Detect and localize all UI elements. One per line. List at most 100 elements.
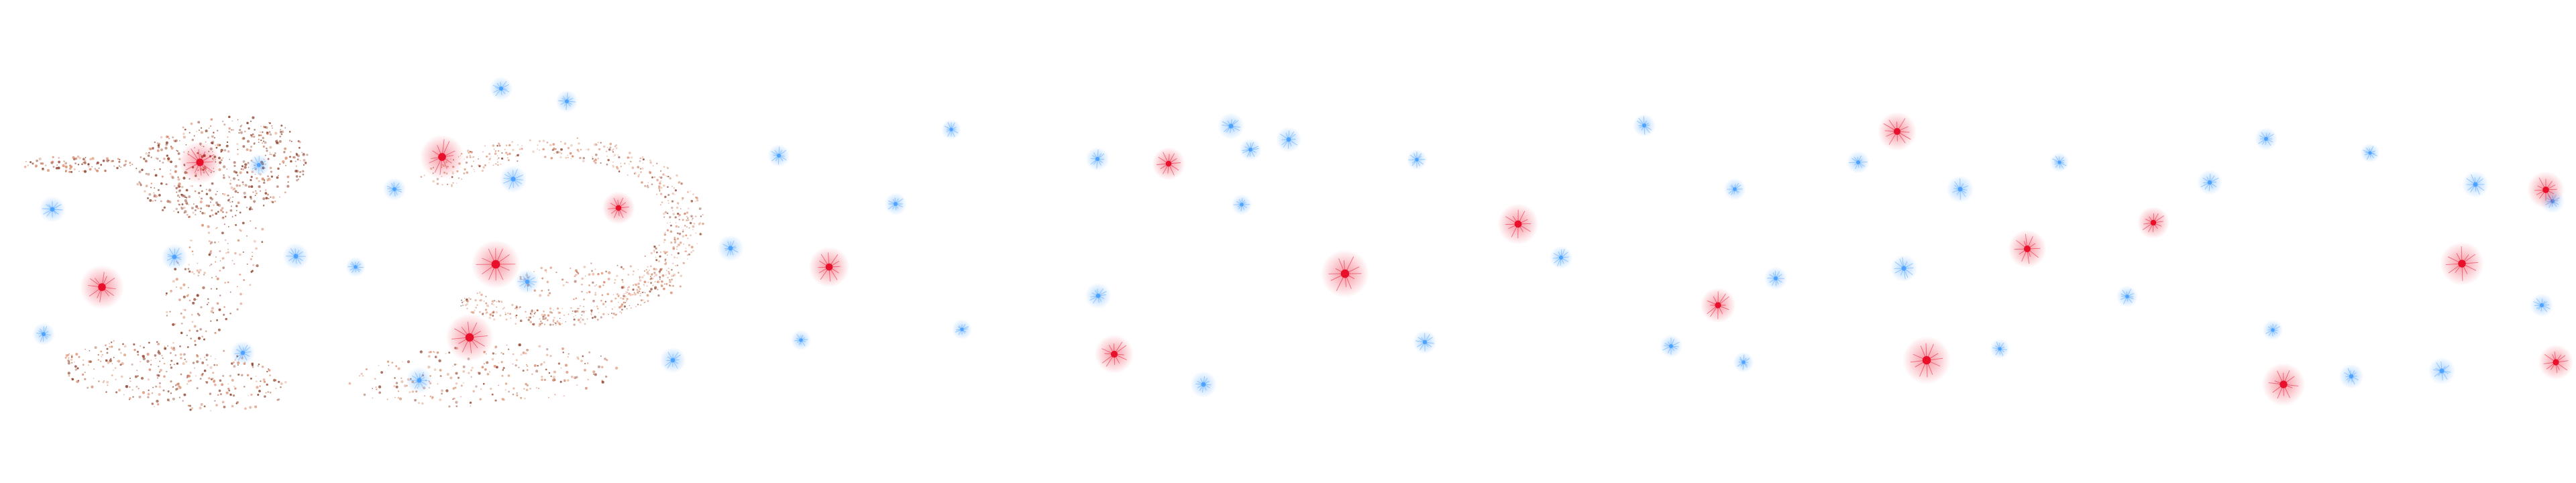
- dust-particle: [649, 161, 652, 164]
- dust-particle: [525, 388, 529, 392]
- dust-particle: [207, 302, 209, 304]
- dust-particle: [482, 313, 484, 315]
- dust-particle: [67, 354, 70, 356]
- dust-particle: [231, 405, 234, 408]
- dust-particle: [232, 177, 236, 180]
- dust-particle: [194, 367, 196, 369]
- blue-sparkle-icon: [1733, 352, 1754, 373]
- dust-particle: [548, 292, 551, 294]
- dust-particle: [508, 152, 511, 155]
- dust-particle: [478, 164, 481, 168]
- dust-particle: [538, 140, 541, 143]
- dust-particle: [142, 357, 146, 360]
- dust-particle: [372, 388, 374, 389]
- dust-particle: [667, 203, 669, 204]
- dust-particle: [223, 405, 226, 409]
- dust-particle: [262, 197, 266, 201]
- dust-particle: [380, 371, 383, 374]
- dust-particle: [497, 164, 499, 166]
- dust-particle: [129, 377, 131, 379]
- dust-particle: [210, 356, 212, 357]
- dust-particle: [182, 295, 186, 299]
- dust-particle: [153, 195, 156, 198]
- blue-sparkle-icon: [1659, 334, 1683, 358]
- dust-particle: [669, 279, 671, 281]
- dust-particle: [172, 346, 175, 350]
- dust-particle: [118, 348, 121, 351]
- dust-particle: [182, 126, 184, 129]
- dust-particle: [234, 252, 237, 255]
- dust-particle: [462, 365, 466, 368]
- dust-particle: [517, 144, 519, 146]
- dust-particle: [176, 387, 179, 390]
- dust-particle: [555, 151, 559, 154]
- dust-particle: [78, 170, 80, 172]
- dust-particle: [492, 311, 495, 313]
- dust-particle: [147, 392, 150, 396]
- dust-particle: [573, 298, 575, 301]
- dust-particle: [170, 146, 174, 150]
- dust-particle: [677, 232, 679, 235]
- dust-particle: [258, 185, 261, 189]
- dust-particle: [246, 172, 249, 174]
- dust-particle: [663, 241, 665, 244]
- dust-particle: [632, 288, 635, 291]
- dust-particle: [166, 183, 168, 186]
- dust-particle: [439, 369, 442, 372]
- dust-particle: [268, 131, 271, 133]
- dust-particle: [650, 252, 653, 255]
- dust-particle: [258, 180, 260, 182]
- dust-particle: [215, 228, 217, 229]
- dust-particle: [205, 189, 207, 191]
- dust-particle: [244, 407, 247, 410]
- dust-particle: [236, 174, 239, 176]
- dust-particle: [686, 254, 688, 256]
- dust-particle: [692, 250, 694, 252]
- dust-particle: [52, 166, 55, 168]
- dust-particle: [183, 207, 186, 209]
- dust-particle: [669, 280, 672, 284]
- dust-particle: [203, 274, 205, 276]
- dust-particle: [233, 161, 236, 164]
- dust-particle: [685, 250, 688, 252]
- dust-particle: [579, 321, 582, 323]
- dust-particle: [528, 316, 531, 319]
- dust-particle: [237, 148, 239, 150]
- dust-particle: [472, 390, 475, 392]
- dust-particle: [669, 177, 672, 180]
- dust-particle: [174, 170, 178, 173]
- dust-particle: [152, 147, 154, 150]
- dust-particle: [235, 223, 237, 226]
- dust-particle: [188, 264, 190, 266]
- dust-particle: [242, 183, 244, 186]
- dust-particle: [498, 144, 501, 147]
- dust-particle: [676, 206, 679, 209]
- dust-particle: [197, 274, 200, 277]
- dust-particle: [675, 222, 677, 223]
- dust-particle: [101, 354, 103, 356]
- dust-particle: [165, 141, 168, 144]
- red-sparkle-icon: [602, 191, 635, 225]
- dust-particle: [541, 277, 544, 280]
- dust-particle: [169, 352, 172, 354]
- dust-particle: [209, 252, 212, 255]
- dust-particle: [494, 163, 496, 165]
- dust-particle: [205, 330, 207, 333]
- dust-particle: [643, 284, 645, 286]
- dust-particle: [507, 157, 508, 159]
- dust-particle: [601, 294, 604, 297]
- dust-particle: [23, 166, 27, 168]
- dust-particle: [154, 141, 156, 144]
- dust-particle: [658, 260, 660, 262]
- dust-particle: [75, 352, 78, 356]
- dust-particle: [231, 201, 233, 203]
- dust-particle: [490, 156, 492, 158]
- dust-particle: [517, 160, 519, 162]
- dust-particle: [168, 400, 170, 402]
- dust-particle: [258, 142, 260, 143]
- dust-particle: [172, 323, 175, 326]
- dust-particle: [170, 366, 173, 369]
- dust-particle: [452, 365, 454, 367]
- dust-particle: [605, 270, 607, 273]
